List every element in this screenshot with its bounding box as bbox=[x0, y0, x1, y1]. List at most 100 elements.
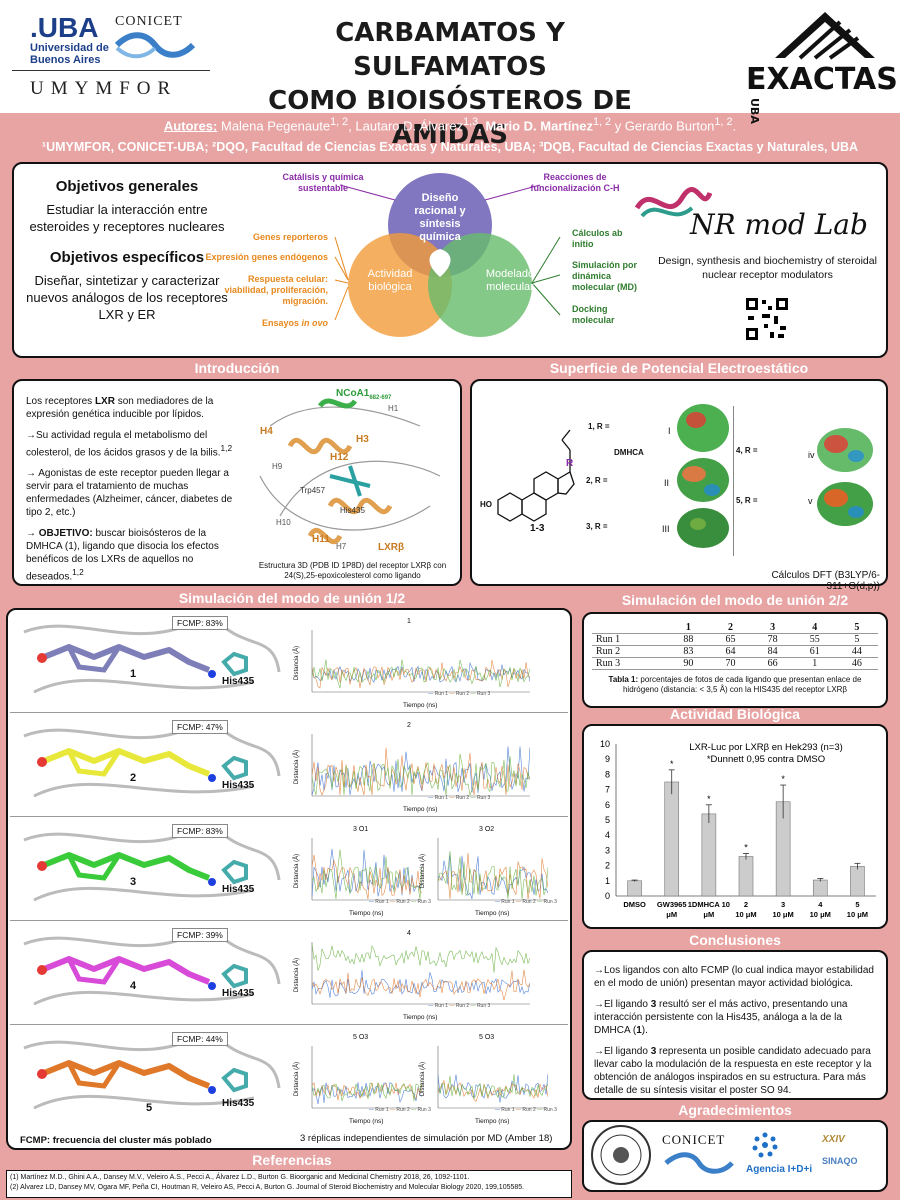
x-tick-label: 2 bbox=[744, 900, 748, 909]
nrmod-lab-desc: Design, synthesis and biochemistry of st… bbox=[658, 255, 877, 281]
panel-5-md-plot-1 bbox=[311, 1046, 422, 1109]
author-4: y Gerardo Burton bbox=[611, 118, 715, 134]
panel-2-legend-1: — Run 1 — Run 2 — Run 3 bbox=[428, 795, 491, 801]
panel-2-his435: His435 bbox=[222, 780, 255, 791]
table-cell: 64 bbox=[709, 645, 752, 658]
significance-star: * bbox=[670, 759, 674, 769]
pot-r5-label: 5, R = bbox=[736, 496, 758, 505]
lbl-h1: H1 bbox=[388, 404, 399, 413]
panel-3-ylabel-2: Distancia (Å) bbox=[420, 853, 427, 889]
legend-item: Run 2 bbox=[455, 1003, 470, 1009]
panel-5-fcmp: FCMP: 44% bbox=[172, 1032, 228, 1046]
qr-code-icon bbox=[744, 296, 790, 342]
legend-item: Run 1 bbox=[375, 1107, 389, 1113]
lbl-h9: H9 bbox=[272, 462, 283, 471]
legend-item: Run 3 bbox=[476, 691, 491, 697]
authors-line: Autores: Malena Pegenaute1, 2, Lautaro D… bbox=[163, 116, 737, 134]
pot-r3: 3, R = bbox=[586, 522, 608, 531]
uba-logo-sub1: Universidad de bbox=[30, 42, 109, 54]
author-2: , Lautaro D. Álvarez bbox=[348, 118, 464, 134]
venn-label-right: Modelado molecular bbox=[485, 268, 535, 293]
panel-2-ylabel-1: Distancia (Å) bbox=[294, 749, 301, 785]
refs-box bbox=[6, 1170, 572, 1198]
concl-2: →El ligando 3 resultó ser el más activo,… bbox=[594, 998, 878, 1037]
legend-item: Run 2 bbox=[455, 795, 470, 801]
panel-4-xlabel-1: Tiempo (ns) bbox=[403, 1014, 438, 1021]
panel-4-molecule-image bbox=[23, 928, 281, 1006]
steroid-structure-image bbox=[497, 429, 575, 522]
pot-r1-label: 1, R = bbox=[588, 422, 610, 431]
umymfor-logo: UMYMFOR bbox=[30, 78, 178, 99]
author-3-sup: 1, 2 bbox=[593, 116, 612, 128]
concl-3c: representa un posible candidato adecuado… bbox=[594, 1046, 872, 1096]
panel-4-his435: His435 bbox=[222, 988, 255, 999]
panel-2-molecule-image bbox=[23, 720, 281, 798]
table-caption-bold: Tabla 1: bbox=[608, 675, 639, 684]
legend-item: Run 3 bbox=[417, 1107, 431, 1113]
legend-item: Run 1 bbox=[434, 795, 449, 801]
concl-3: →El ligando 3 representa un posible cand… bbox=[594, 1045, 878, 1097]
venn-label-top: Diseño racional y síntesis química bbox=[414, 192, 466, 243]
nrmod-lab-name: NR mod Lab bbox=[690, 208, 868, 241]
table-header-cell: 1 bbox=[667, 622, 710, 634]
table-cell: 5 bbox=[835, 633, 878, 646]
panel-2-fcmp: FCMP: 47% bbox=[172, 720, 228, 734]
x-tick-label: 10 μM bbox=[773, 910, 794, 919]
panel-5-ylabel-2: Distancia (Å) bbox=[420, 1061, 427, 1097]
pot-ho-label: HO bbox=[480, 500, 492, 509]
section-potential-heading: Superficie de Potencial Electroestático bbox=[549, 360, 809, 376]
pot-roman-4: iv bbox=[808, 450, 815, 460]
table-cell: 44 bbox=[835, 645, 878, 658]
uba-seal-icon bbox=[591, 1125, 651, 1185]
bar bbox=[627, 880, 642, 897]
intro-p4a: → bbox=[26, 528, 39, 540]
lxr-structure-caption: Estructura 3D (PDB ID 1P8D) del receptor… bbox=[258, 561, 447, 580]
table-header-cell bbox=[592, 622, 668, 634]
legend-item: Run 1 bbox=[375, 899, 389, 905]
poster-title: CARBAMATOS Y SULFAMATOS COMO BIOISÓSTERO… bbox=[235, 16, 665, 152]
legend-item: Run 1 bbox=[434, 1003, 449, 1009]
author-3: Mario D. Martínez bbox=[485, 118, 594, 134]
objectives-general-heading: Objetivos generales bbox=[55, 178, 199, 195]
section-conclusions-heading: Conclusiones bbox=[689, 932, 781, 948]
table-cell: 61 bbox=[793, 645, 836, 658]
panel-3-legend-2: — Run 1 — Run 2 — Run 3 bbox=[494, 899, 557, 905]
bar bbox=[738, 856, 754, 897]
venn-reacciones-label: Reacciones de funcionalización C-H bbox=[530, 172, 620, 193]
panel-1-ylabel-1: Distancia (Å) bbox=[294, 645, 301, 681]
legend-item: Run 1 bbox=[501, 899, 515, 905]
pot-roman-2: II bbox=[664, 478, 670, 488]
pot-dmhca: DMHCA bbox=[614, 448, 644, 457]
significance-star: * bbox=[781, 774, 785, 784]
table-cell: 1 bbox=[793, 657, 836, 670]
esp-surfaces-left bbox=[677, 404, 729, 548]
pot-r5: 5, R = bbox=[736, 496, 758, 505]
intro-p1: Los receptores LXR son mediadores de la … bbox=[26, 395, 236, 421]
exactas-logo: EXACTASUBA bbox=[746, 62, 900, 132]
pot-footer: Cálculos DFT (B3LYP/6-311+G(d,p)) bbox=[771, 570, 880, 592]
table-caption-text: porcentajes de fotos de cada ligando que… bbox=[622, 675, 862, 694]
lbl-his435: His435 bbox=[340, 506, 365, 515]
agrad-sinaqo: SINAQO bbox=[822, 1156, 858, 1166]
legend-item: Run 2 bbox=[396, 899, 410, 905]
y-tick-label: 6 bbox=[605, 800, 610, 810]
panel-1-plot-title-1: 1 bbox=[407, 618, 411, 625]
uba-logo-sub2: Buenos Aires bbox=[30, 54, 101, 66]
lbl-ncoa1-text: NCoA1 bbox=[336, 388, 370, 399]
objectives-text: Objetivos generales Estudiar la interacc… bbox=[22, 178, 232, 323]
panel-1-fcmp: FCMP: 83% bbox=[172, 616, 228, 630]
panel-1-molecule-image bbox=[23, 616, 281, 694]
venn-genes-endogenos: Expresión genes endógenos bbox=[205, 252, 328, 262]
y-tick-label: 0 bbox=[605, 891, 610, 901]
panel-1-his435: His435 bbox=[222, 676, 255, 687]
concl-2a: →El ligando bbox=[594, 999, 651, 1010]
pot-r2: 2, R = bbox=[586, 476, 608, 485]
concl-2b: 3 bbox=[650, 999, 657, 1010]
lbl-ncoa1-sub: 682-697 bbox=[369, 395, 392, 401]
significance-star: * bbox=[707, 794, 711, 804]
section-refs-heading: Referencias bbox=[252, 1152, 332, 1168]
panel-separator bbox=[10, 816, 568, 817]
section-agrad-heading: Agradecimientos bbox=[678, 1102, 792, 1118]
x-tick-label: μM bbox=[703, 910, 714, 919]
